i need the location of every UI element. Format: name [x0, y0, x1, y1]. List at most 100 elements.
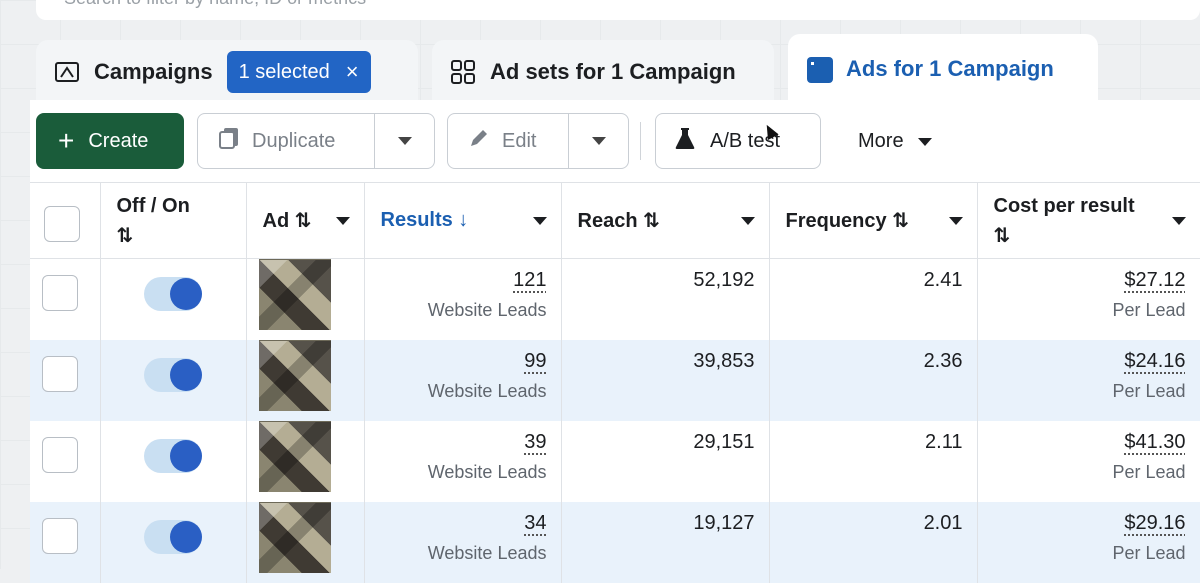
header-cost-label: Cost per result [993, 194, 1135, 217]
toggle-knob [170, 278, 202, 310]
frequency-value: 2.41 [923, 269, 963, 291]
selected-pill[interactable]: 1 selected × [226, 51, 371, 93]
duplicate-dropdown[interactable] [374, 114, 434, 168]
results-type: Website Leads [427, 462, 547, 482]
duplicate-button[interactable]: Duplicate [197, 113, 435, 169]
ad-thumbnail[interactable] [258, 340, 331, 411]
row-checkbox[interactable] [42, 356, 78, 392]
search-input[interactable]: Search to filter by name, ID or metrics [36, 0, 1200, 20]
results-value[interactable]: 39 [524, 431, 547, 453]
delivery-toggle[interactable] [144, 439, 202, 473]
tab-campaigns-label: Campaigns [94, 59, 213, 84]
reach-value: 29,151 [693, 431, 755, 453]
chevron-down-icon[interactable] [335, 217, 350, 225]
table-row[interactable]: 34 Website Leads 19,127 2.01 $29.16 Per Le… [30, 502, 1200, 583]
tab-adsets[interactable]: Ad sets for 1 Campaign [432, 40, 774, 104]
header-off-on-label: Off / On [116, 194, 190, 217]
header-reach[interactable]: Reach ⇅ [561, 182, 770, 259]
results-type: Website Leads [427, 381, 547, 401]
folder-icon [54, 59, 80, 85]
ad-thumbnail[interactable] [258, 421, 331, 492]
reach-value: 52,192 [693, 269, 755, 291]
reach-value: 19,127 [693, 512, 755, 534]
toolbar-divider [640, 122, 641, 160]
edit-dropdown[interactable] [568, 114, 628, 168]
duplicate-icon [218, 126, 240, 156]
ab-test-button[interactable]: A/B test [655, 113, 821, 169]
tab-adsets-label: Ad sets for 1 Campaign [490, 59, 736, 84]
header-off-on[interactable]: Off / On ⇅ [100, 182, 247, 259]
row-checkbox[interactable] [42, 437, 78, 473]
select-all-header [30, 182, 101, 259]
ads-table: Off / On ⇅ Ad ⇅ Results ↓ Reach ⇅ Freque… [30, 182, 1200, 583]
plus-icon: + [58, 125, 75, 156]
row-checkbox[interactable] [42, 518, 78, 554]
delivery-toggle[interactable] [144, 358, 202, 392]
chevron-down-icon [397, 137, 412, 145]
selected-count: 1 selected [238, 60, 330, 83]
level-tabs: Campaigns 1 selected × Ad sets for 1 Cam… [36, 34, 1200, 104]
ads-panel: + Create Duplicate Edit A/B test More [30, 100, 1200, 583]
table-row[interactable]: 99 Website Leads 39,853 2.36 $24.16 Per Le… [30, 340, 1200, 421]
ab-test-label: A/B test [710, 129, 781, 152]
toggle-knob [170, 440, 202, 472]
cost-value[interactable]: $27.12 [1124, 269, 1186, 291]
edit-button[interactable]: Edit [447, 113, 629, 169]
chevron-down-icon[interactable] [740, 217, 755, 225]
more-button[interactable]: More [858, 130, 932, 153]
tab-ads[interactable]: Ads for 1 Campaign [788, 34, 1098, 104]
header-results[interactable]: Results ↓ [364, 182, 562, 259]
tab-campaigns[interactable]: Campaigns 1 selected × [36, 40, 418, 104]
results-value[interactable]: 99 [524, 350, 547, 372]
header-results-label: Results ↓ [380, 209, 469, 231]
frequency-value: 2.01 [923, 512, 963, 534]
toolbar: + Create Duplicate Edit A/B test More [30, 100, 1200, 182]
sort-icon: ⇅ [993, 224, 1011, 247]
frequency-value: 2.36 [923, 350, 963, 372]
cost-value[interactable]: $41.30 [1124, 431, 1186, 453]
grid-icon [450, 59, 476, 85]
sort-icon: ⇅ [116, 224, 134, 247]
results-value[interactable]: 121 [513, 269, 547, 291]
create-label: Create [88, 129, 149, 152]
results-value[interactable]: 34 [524, 512, 547, 534]
results-type: Website Leads [427, 300, 547, 320]
ad-thumbnail[interactable] [258, 502, 331, 573]
pencil-icon [468, 127, 490, 155]
results-type: Website Leads [427, 543, 547, 563]
header-frequency[interactable]: Frequency ⇅ [769, 182, 978, 259]
header-frequency-label: Frequency ⇅ [785, 210, 909, 232]
header-ad[interactable]: Ad ⇅ [246, 182, 365, 259]
duplicate-label: Duplicate [252, 129, 336, 152]
ad-window-icon [806, 56, 833, 83]
header-cost-per-result[interactable]: Cost per result ⇅ [977, 182, 1200, 259]
reach-value: 39,853 [693, 350, 755, 372]
search-placeholder: Search to filter by name, ID or metrics [64, 0, 366, 8]
table-row[interactable]: 39 Website Leads 29,151 2.11 $41.30 Per Le… [30, 421, 1200, 502]
chevron-down-icon[interactable] [1171, 217, 1186, 225]
clear-selection-icon[interactable]: × [345, 59, 359, 84]
flask-icon [674, 126, 696, 156]
cost-unit: Per Lead [1112, 462, 1186, 482]
chevron-down-icon[interactable] [948, 217, 963, 225]
row-checkbox[interactable] [42, 275, 78, 311]
tab-ads-label: Ads for 1 Campaign [846, 56, 1054, 81]
cost-unit: Per Lead [1112, 381, 1186, 401]
chevron-down-icon[interactable] [532, 217, 547, 225]
cost-value[interactable]: $24.16 [1124, 350, 1186, 372]
toggle-knob [170, 521, 202, 553]
ad-thumbnail[interactable] [258, 259, 331, 330]
table-header-row: Off / On ⇅ Ad ⇅ Results ↓ Reach ⇅ Freque… [30, 182, 1200, 259]
select-all-checkbox[interactable] [44, 205, 80, 242]
edit-label: Edit [502, 129, 537, 152]
cost-value[interactable]: $29.16 [1124, 512, 1186, 534]
create-button[interactable]: + Create [36, 113, 184, 169]
header-ad-label: Ad ⇅ [262, 210, 312, 232]
chevron-down-icon [591, 137, 606, 145]
cost-unit: Per Lead [1112, 300, 1186, 320]
delivery-toggle[interactable] [144, 520, 202, 554]
delivery-toggle[interactable] [144, 277, 202, 311]
header-reach-label: Reach ⇅ [577, 210, 660, 232]
table-row[interactable]: 121 Website Leads 52,192 2.41 $27.12 Per L… [30, 258, 1200, 340]
chevron-down-icon [917, 137, 932, 146]
